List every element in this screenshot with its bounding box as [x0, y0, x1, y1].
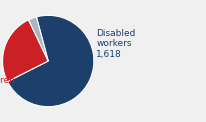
- Wedge shape: [28, 17, 48, 61]
- Wedge shape: [7, 15, 94, 107]
- Wedge shape: [2, 20, 48, 82]
- Text: Disabled
workers
1,618: Disabled workers 1,618: [96, 29, 135, 59]
- Text: Children
572: Children 572: [0, 76, 15, 96]
